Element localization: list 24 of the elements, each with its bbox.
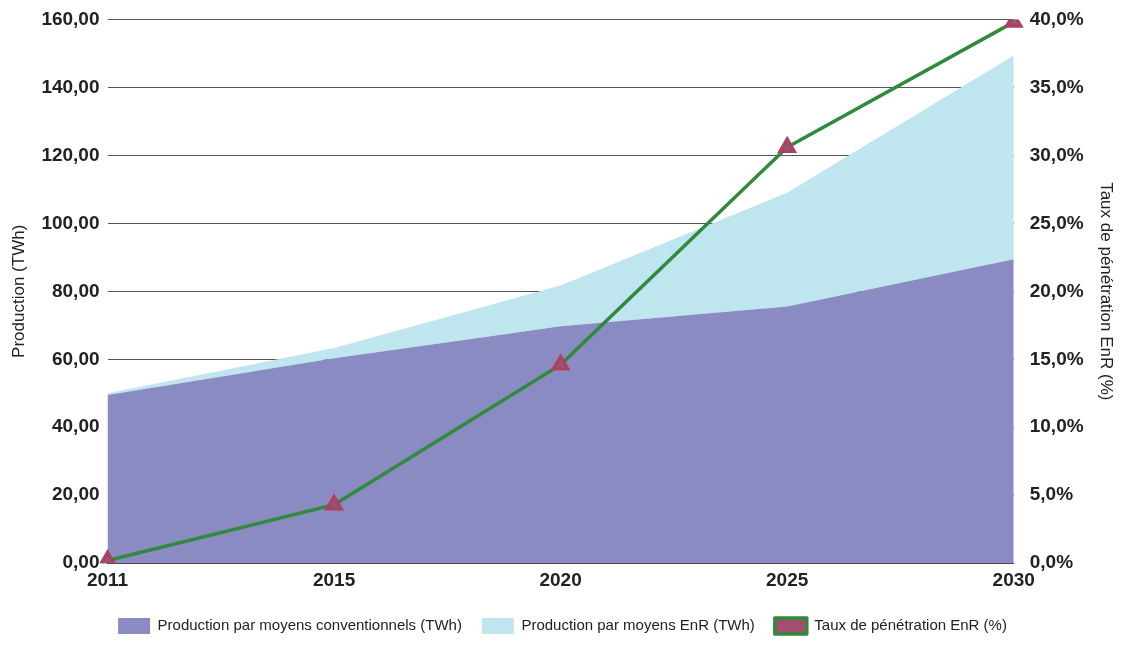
y2-tick-label: 25,0% — [1029, 211, 1084, 233]
y-tick-label: 160,00 — [41, 7, 100, 29]
y-tick-label: 120,00 — [41, 143, 100, 165]
y-tick-label: 80,00 — [51, 279, 100, 301]
y-tick-label: 140,00 — [41, 75, 100, 97]
x-tick-label: 2025 — [766, 568, 809, 590]
legend-label: Taux de pénétration EnR (%) — [814, 616, 1007, 634]
x-tick-label: 2015 — [312, 568, 356, 590]
y2-tick-label: 35,0% — [1029, 75, 1084, 97]
y2-tick-label: 10,0% — [1029, 415, 1084, 437]
y-tick-label: 40,00 — [51, 415, 100, 437]
x-tick-label: 2020 — [539, 568, 582, 590]
y-axis-title: Production (TWh) — [8, 224, 28, 358]
y2-tick-label: 30,0% — [1029, 143, 1084, 165]
y-tick-label: 20,00 — [51, 483, 100, 505]
legend-label: Production par moyens EnR (TWh) — [521, 616, 755, 634]
y2-tick-label: 40,0% — [1029, 7, 1084, 29]
y2-axis-title: Taux de pénétration EnR (%) — [1097, 182, 1117, 401]
y2-tick-label: 20,0% — [1029, 279, 1084, 301]
y-tick-label: 60,00 — [51, 347, 100, 369]
y2-tick-label: 5,0% — [1029, 483, 1074, 505]
y2-tick-label: 15,0% — [1029, 347, 1084, 369]
legend-label: Production par moyens conventionnels (TWh) — [157, 616, 462, 634]
y-tick-label: 100,00 — [41, 211, 100, 233]
